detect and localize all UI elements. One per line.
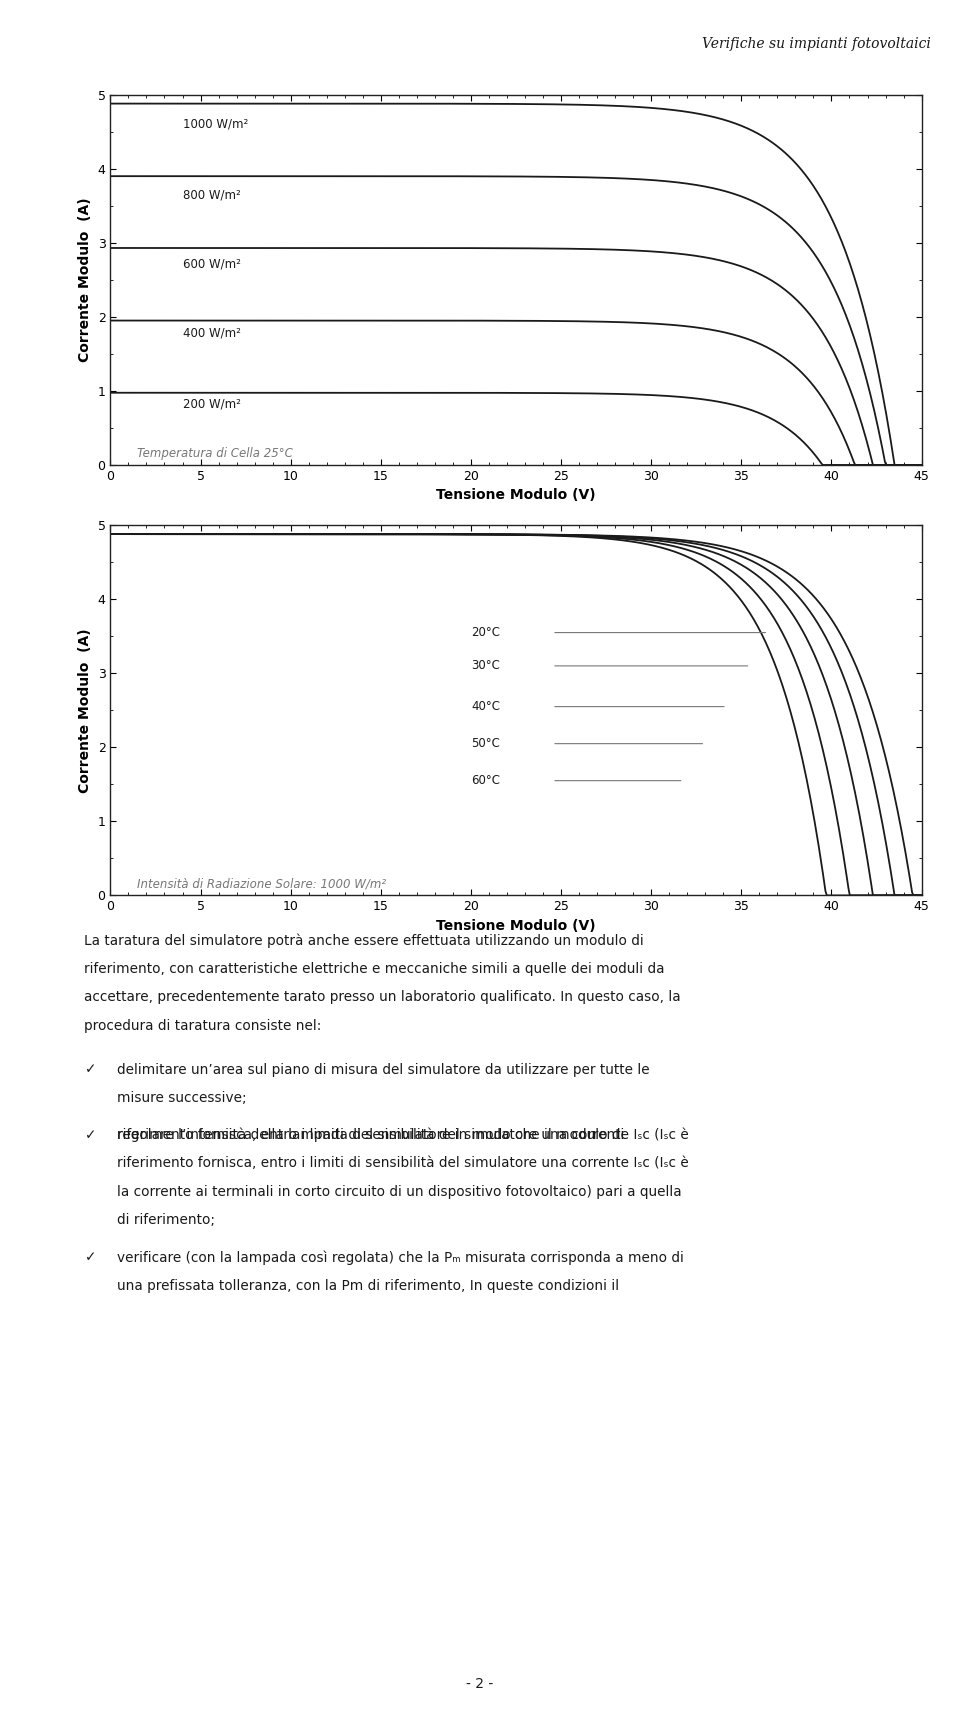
Text: la corrente ai terminali in corto circuito di un dispositivo fotovoltaico) pari : la corrente ai terminali in corto circui… — [117, 1185, 682, 1199]
Text: Verifiche su impianti fotovoltaici: Verifiche su impianti fotovoltaici — [703, 36, 931, 52]
Text: 1000 W/m²: 1000 W/m² — [182, 117, 248, 131]
Text: 20°C: 20°C — [471, 627, 500, 639]
Text: procedura di taratura consiste nel:: procedura di taratura consiste nel: — [84, 1018, 322, 1033]
Text: La taratura del simulatore potrà anche essere effettuata utilizzando un modulo d: La taratura del simulatore potrà anche e… — [84, 933, 644, 947]
Text: Temperatura di Cella 25°C: Temperatura di Cella 25°C — [137, 448, 294, 460]
Text: una prefissata tolleranza, con la Pm di riferimento, In queste condizioni il: una prefissata tolleranza, con la Pm di … — [117, 1278, 619, 1293]
Text: delimitare un’area sul piano di misura del simulatore da utilizzare per tutte le: delimitare un’area sul piano di misura d… — [117, 1062, 650, 1076]
Text: 800 W/m²: 800 W/m² — [182, 188, 240, 201]
Text: 40°C: 40°C — [471, 701, 500, 713]
Text: - 2 -: - 2 - — [467, 1677, 493, 1691]
Text: Intensità di Radiazione Solare: 1000 W/m²: Intensità di Radiazione Solare: 1000 W/m… — [137, 878, 387, 890]
Y-axis label: Corrente Modulo  (A): Corrente Modulo (A) — [78, 198, 92, 362]
Text: 400 W/m²: 400 W/m² — [182, 327, 240, 339]
Text: verificare (con la lampada così regolata) che la Pₘ misurata corrisponda a meno : verificare (con la lampada così regolata… — [117, 1250, 684, 1264]
Text: di riferimento;: di riferimento; — [117, 1214, 215, 1228]
Text: 60°C: 60°C — [471, 775, 500, 787]
Text: misure successive;: misure successive; — [117, 1092, 247, 1106]
Text: regolare l’intensità della lampada del simulatore in modo che il modulo di: regolare l’intensità della lampada del s… — [117, 1128, 625, 1142]
X-axis label: Tensione Modulo (V): Tensione Modulo (V) — [436, 920, 596, 933]
Text: ✓: ✓ — [84, 1250, 96, 1264]
Text: riferimento fornisca, entro i limiti di sensibilità del simulatore una corrente : riferimento fornisca, entro i limiti di … — [117, 1157, 689, 1171]
Text: accettare, precedentemente tarato presso un laboratorio qualificato. In questo c: accettare, precedentemente tarato presso… — [84, 990, 681, 1004]
X-axis label: Tensione Modulo (V): Tensione Modulo (V) — [436, 489, 596, 503]
Text: 200 W/m²: 200 W/m² — [182, 398, 240, 412]
Text: riferimento, con caratteristiche elettriche e meccaniche simili a quelle dei mod: riferimento, con caratteristiche elettri… — [84, 961, 665, 976]
Text: 600 W/m²: 600 W/m² — [182, 257, 240, 270]
Text: ✓: ✓ — [84, 1062, 96, 1076]
Text: 30°C: 30°C — [471, 660, 500, 672]
Text: 50°C: 50°C — [471, 737, 500, 751]
Y-axis label: Corrente Modulo  (A): Corrente Modulo (A) — [78, 629, 92, 792]
Text: riferimento fornisca, entro i limiti di sensibilità del simulatore una corrente : riferimento fornisca, entro i limiti di … — [117, 1128, 689, 1142]
Text: ✓: ✓ — [84, 1128, 96, 1142]
